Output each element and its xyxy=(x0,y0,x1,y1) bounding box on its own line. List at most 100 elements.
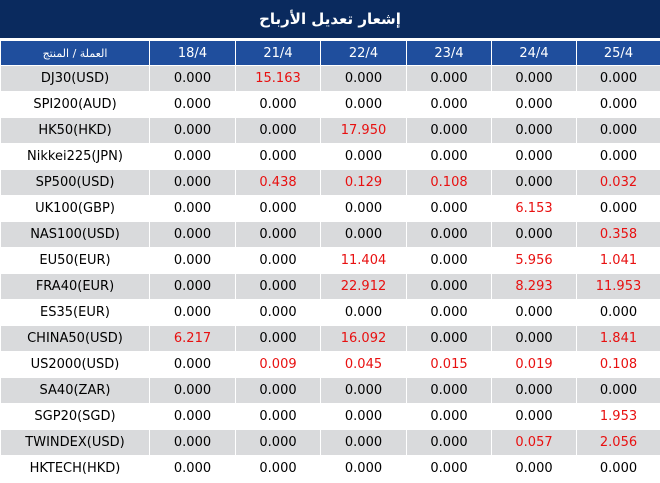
dividend-value-cell: 0.000 xyxy=(491,325,577,352)
dividend-value-cell: 0.000 xyxy=(320,91,407,118)
dividend-value-cell: 22.912 xyxy=(320,273,407,300)
product-name-cell: NAS100(USD) xyxy=(0,221,150,248)
dividend-value-cell: 0.000 xyxy=(320,143,407,170)
table-row: HK50(HKD) 0.000 0.000 17.950 0.000 0.000 0.000 xyxy=(0,117,660,144)
dividend-value-cell: 0.000 xyxy=(576,91,660,118)
product-name-cell: SA40(ZAR) xyxy=(0,377,150,404)
product-name-cell: SPI200(AUD) xyxy=(0,91,150,118)
table-row: DJ30(USD) 0.000 15.163 0.000 0.000 0.000 0.000 xyxy=(0,65,660,92)
dividend-value-cell: 0.000 xyxy=(149,455,236,482)
dividend-value-cell: 0.000 xyxy=(235,429,321,456)
dividend-value-cell: 0.000 xyxy=(406,91,492,118)
dividend-value-cell: 0.000 xyxy=(320,377,407,404)
table-row: TWINDEX(USD) 0.000 0.000 0.000 0.000 0.057 2.0… xyxy=(0,429,660,456)
table-row: CHINA50(USD) 6.217 0.000 16.092 0.000 0.000 1.… xyxy=(0,325,660,352)
dividend-value-cell: 0.000 xyxy=(491,377,577,404)
product-name-cell: Nikkei225(JPN) xyxy=(0,143,150,170)
dividend-value-cell: 0.000 xyxy=(235,117,321,144)
column-header-product: العملة / المنتج xyxy=(0,40,150,66)
dividend-value-cell: 0.000 xyxy=(235,455,321,482)
dividend-table: العملة / المنتج 18/4 21/4 22/4 23/4 24/4… xyxy=(0,40,660,482)
dividend-value-cell: 6.153 xyxy=(491,195,577,222)
table-row: UK100(GBP) 0.000 0.000 0.000 0.000 6.153 0.000 xyxy=(0,195,660,222)
dividend-value-cell: 0.000 xyxy=(235,403,321,430)
table-row: FRA40(EUR) 0.000 0.000 22.912 0.000 8.293 11.9… xyxy=(0,273,660,300)
column-header-date: 18/4 xyxy=(149,40,236,66)
dividend-value-cell: 0.000 xyxy=(235,325,321,352)
dividend-value-cell: 0.000 xyxy=(576,377,660,404)
dividend-value-cell: 16.092 xyxy=(320,325,407,352)
table-row: Nikkei225(JPN) 0.000 0.000 0.000 0.000 0.000 0… xyxy=(0,143,660,170)
dividend-value-cell: 0.000 xyxy=(149,65,236,92)
dividend-value-cell: 0.000 xyxy=(576,455,660,482)
dividend-value-cell: 0.000 xyxy=(406,403,492,430)
dividend-value-cell: 0.000 xyxy=(406,429,492,456)
dividend-value-cell: 0.000 xyxy=(491,91,577,118)
dividend-value-cell: 0.000 xyxy=(149,91,236,118)
table-row: SPI200(AUD) 0.000 0.000 0.000 0.000 0.000 0.00… xyxy=(0,91,660,118)
dividend-value-cell: 0.000 xyxy=(235,221,321,248)
product-name-cell: FRA40(EUR) xyxy=(0,273,150,300)
dividend-value-cell: 0.000 xyxy=(576,117,660,144)
column-header-date: 25/4 xyxy=(576,40,660,66)
dividend-value-cell: 0.000 xyxy=(406,273,492,300)
dividend-value-cell: 0.000 xyxy=(406,143,492,170)
dividend-value-cell: 0.000 xyxy=(491,169,577,196)
dividend-value-cell: 0.000 xyxy=(235,195,321,222)
product-name-cell: SP500(USD) xyxy=(0,169,150,196)
dividend-value-cell: 0.000 xyxy=(149,221,236,248)
column-header-date: 22/4 xyxy=(320,40,407,66)
dividend-value-cell: 0.000 xyxy=(406,117,492,144)
dividend-value-cell: 0.000 xyxy=(491,299,577,326)
table-row: NAS100(USD) 0.000 0.000 0.000 0.000 0.000 0.35… xyxy=(0,221,660,248)
product-name-cell: HK50(HKD) xyxy=(0,117,150,144)
dividend-value-cell: 0.000 xyxy=(149,143,236,170)
product-name-cell: TWINDEX(USD) xyxy=(0,429,150,456)
table-row: SP500(USD) 0.000 0.438 0.129 0.108 0.000 0.032 xyxy=(0,169,660,196)
dividend-value-cell: 0.129 xyxy=(320,169,407,196)
dividend-value-cell: 0.000 xyxy=(320,403,407,430)
dividend-value-cell: 0.000 xyxy=(235,143,321,170)
dividend-value-cell: 0.000 xyxy=(491,117,577,144)
dividend-value-cell: 0.000 xyxy=(235,273,321,300)
dividend-value-cell: 0.032 xyxy=(576,169,660,196)
product-name-cell: UK100(GBP) xyxy=(0,195,150,222)
dividend-value-cell: 11.953 xyxy=(576,273,660,300)
dividend-value-cell: 11.404 xyxy=(320,247,407,274)
dividend-value-cell: 0.000 xyxy=(491,65,577,92)
dividend-value-cell: 0.108 xyxy=(406,169,492,196)
dividend-value-cell: 0.000 xyxy=(406,247,492,274)
dividend-value-cell: 0.000 xyxy=(149,273,236,300)
dividend-value-cell: 0.000 xyxy=(576,143,660,170)
dividend-value-cell: 0.000 xyxy=(320,195,407,222)
product-name-cell: HKTECH(HKD) xyxy=(0,455,150,482)
dividend-value-cell: 0.000 xyxy=(406,377,492,404)
dividend-value-cell: 0.009 xyxy=(235,351,321,378)
table-row: EU50(EUR) 0.000 0.000 11.404 0.000 5.956 1.041 xyxy=(0,247,660,274)
dividend-value-cell: 0.000 xyxy=(406,65,492,92)
dividend-value-cell: 0.000 xyxy=(149,429,236,456)
dividend-value-cell: 2.056 xyxy=(576,429,660,456)
product-name-cell: DJ30(USD) xyxy=(0,65,150,92)
column-header-date: 24/4 xyxy=(491,40,577,66)
column-header-date: 23/4 xyxy=(406,40,492,66)
dividend-value-cell: 0.000 xyxy=(149,169,236,196)
dividend-value-cell: 0.000 xyxy=(149,117,236,144)
dividend-value-cell: 8.293 xyxy=(491,273,577,300)
dividend-value-cell: 0.000 xyxy=(406,325,492,352)
table-row: US2000(USD) 0.000 0.009 0.045 0.015 0.019 0.10… xyxy=(0,351,660,378)
page-title: إشعار تعديل الأرباح xyxy=(0,0,660,40)
dividend-value-cell: 0.000 xyxy=(149,247,236,274)
table-row: SA40(ZAR) 0.000 0.000 0.000 0.000 0.000 0.000 xyxy=(0,377,660,404)
dividend-value-cell: 0.438 xyxy=(235,169,321,196)
dividend-value-cell: 15.163 xyxy=(235,65,321,92)
dividend-value-cell: 0.045 xyxy=(320,351,407,378)
product-name-cell: ES35(EUR) xyxy=(0,299,150,326)
dividend-value-cell: 0.108 xyxy=(576,351,660,378)
dividend-value-cell: 0.000 xyxy=(491,143,577,170)
dividend-value-cell: 6.217 xyxy=(149,325,236,352)
dividend-value-cell: 0.000 xyxy=(576,299,660,326)
table-body: DJ30(USD) 0.000 15.163 0.000 0.000 0.000 0.000… xyxy=(0,65,660,482)
dividend-value-cell: 0.358 xyxy=(576,221,660,248)
